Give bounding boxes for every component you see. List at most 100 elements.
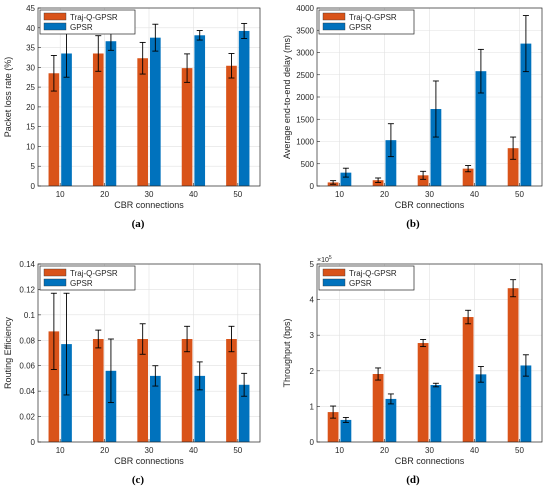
y-tick-label: 40: [26, 24, 35, 33]
y-tick-label: 3000: [296, 49, 314, 58]
bar-traj-q-gpsr: [137, 339, 148, 442]
y-exponent-label: ×105: [317, 255, 332, 264]
x-tick-label: 20: [380, 190, 389, 199]
bar-traj-q-gpsr: [462, 168, 474, 186]
x-tick-label: 40: [470, 446, 479, 455]
x-axis-label: CBR connections: [114, 456, 184, 466]
y-axis-label: Packet loss rate (%): [3, 57, 13, 138]
bar-traj-q-gpsr: [181, 68, 193, 186]
bar-traj-q-gpsr: [181, 339, 193, 442]
y-tick-label: 0.06: [19, 362, 35, 371]
y-tick-label: 1: [310, 402, 315, 411]
bar-traj-q-gpsr: [137, 58, 148, 187]
y-tick-label: 0.04: [19, 387, 35, 396]
axes-box: [316, 7, 543, 187]
legend-swatch: [322, 22, 346, 31]
legend-label: GPSR: [70, 23, 93, 32]
panel-caption-a: (a): [132, 218, 145, 230]
bar-traj-q-gpsr: [417, 343, 429, 442]
x-axis-label: CBR connections: [395, 200, 465, 210]
x-tick-label: 40: [470, 190, 479, 199]
bar-gpsr: [385, 140, 397, 186]
bar-gpsr: [194, 375, 206, 442]
bar-gpsr: [61, 53, 72, 186]
legend-swatch: [43, 278, 67, 287]
bar-gpsr: [430, 385, 442, 442]
legend-swatch: [322, 268, 346, 277]
legend-swatch: [322, 278, 346, 287]
chart-panel-0: 0 5 10 15 20 25 30 35 40 45 10 20 30 40 50 CBR connecti…: [3, 4, 261, 210]
y-tick-label: 4: [310, 296, 315, 305]
legend-swatch: [322, 12, 346, 21]
bar-traj-q-gpsr: [462, 317, 474, 442]
bar-traj-q-gpsr: [417, 175, 429, 186]
y-tick-label: 3500: [296, 26, 314, 35]
x-tick-label: 50: [233, 190, 242, 199]
chart-panel-3: 0 1 2 3 4 5 10 20 30 40 50 CBR connections Throughpu…: [282, 255, 543, 466]
y-tick-label: 3: [310, 331, 315, 340]
chart-panel-1: 0 500 1000 1500 2000 2500 3000 3500 4000 10 20 30 40…: [282, 4, 543, 210]
legend-label: Traj-Q-GPSR: [70, 269, 118, 278]
bar-gpsr: [105, 41, 117, 186]
bar-traj-q-gpsr: [92, 339, 104, 442]
y-tick-label: 15: [26, 123, 35, 132]
y-tick-label: 20: [26, 103, 35, 112]
y-tick-label: 0.12: [19, 285, 35, 294]
x-tick-label: 10: [56, 190, 65, 199]
y-tick-label: 500: [301, 160, 315, 169]
x-tick-label: 30: [425, 190, 434, 199]
x-tick-label: 20: [100, 190, 109, 199]
bar-gpsr: [340, 419, 352, 442]
legend-label: Traj-Q-GPSR: [70, 13, 118, 22]
x-tick-label: 30: [145, 446, 154, 455]
bar-traj-q-gpsr: [48, 331, 60, 442]
bar-gpsr: [520, 43, 532, 186]
x-axis-label: CBR connections: [114, 200, 184, 210]
bar-traj-q-gpsr: [226, 65, 237, 186]
bar-gpsr: [150, 375, 161, 442]
x-tick-label: 10: [56, 446, 65, 455]
y-tick-label: 1000: [296, 138, 314, 147]
bar-gpsr: [238, 30, 250, 186]
bar-traj-q-gpsr: [507, 288, 519, 442]
bar-gpsr: [194, 35, 206, 186]
y-axis-label: Average end-to-end delay (ms): [282, 35, 292, 159]
axes-box: [37, 263, 261, 443]
legend-label: Traj-Q-GPSR: [349, 269, 397, 278]
y-tick-label: 45: [26, 4, 35, 13]
bar-traj-q-gpsr: [372, 180, 384, 186]
bar-gpsr: [430, 109, 442, 186]
bar-traj-q-gpsr: [92, 53, 104, 186]
x-axis-label: CBR connections: [395, 456, 465, 466]
x-tick-label: 40: [189, 446, 198, 455]
y-tick-label: 30: [26, 63, 35, 72]
axes-box: [37, 7, 261, 187]
bar-gpsr: [475, 374, 487, 442]
bar-traj-q-gpsr: [48, 73, 60, 186]
bar-gpsr: [105, 370, 117, 442]
y-tick-label: 0: [310, 182, 315, 191]
x-tick-label: 30: [145, 190, 154, 199]
legend-swatch: [43, 268, 67, 277]
y-tick-label: 5: [310, 260, 315, 269]
y-tick-label: 0: [31, 182, 36, 191]
chart-panel-2: 0 0.02 0.04 0.06 0.08 0.1 0.12 0.14 10 20 30 40 50 CB…: [3, 260, 261, 466]
panel-caption-b: (b): [406, 218, 420, 230]
bar-gpsr: [385, 398, 397, 442]
y-tick-label: 2500: [296, 71, 314, 80]
legend-swatch: [43, 22, 67, 31]
y-tick-label: 2000: [296, 93, 314, 102]
panel-caption-d: (d): [406, 474, 420, 486]
bar-gpsr: [475, 71, 487, 186]
bar-gpsr: [520, 365, 532, 442]
y-tick-label: 0.02: [19, 413, 35, 422]
bar-gpsr: [340, 172, 352, 186]
y-tick-label: 0.08: [19, 336, 35, 345]
legend-label: GPSR: [70, 279, 93, 288]
bar-traj-q-gpsr: [372, 374, 384, 442]
x-tick-label: 20: [380, 446, 389, 455]
y-tick-label: 0.1: [24, 311, 36, 320]
bar-traj-q-gpsr: [226, 339, 237, 442]
y-axis-label: Routing Efficiency: [3, 317, 13, 389]
